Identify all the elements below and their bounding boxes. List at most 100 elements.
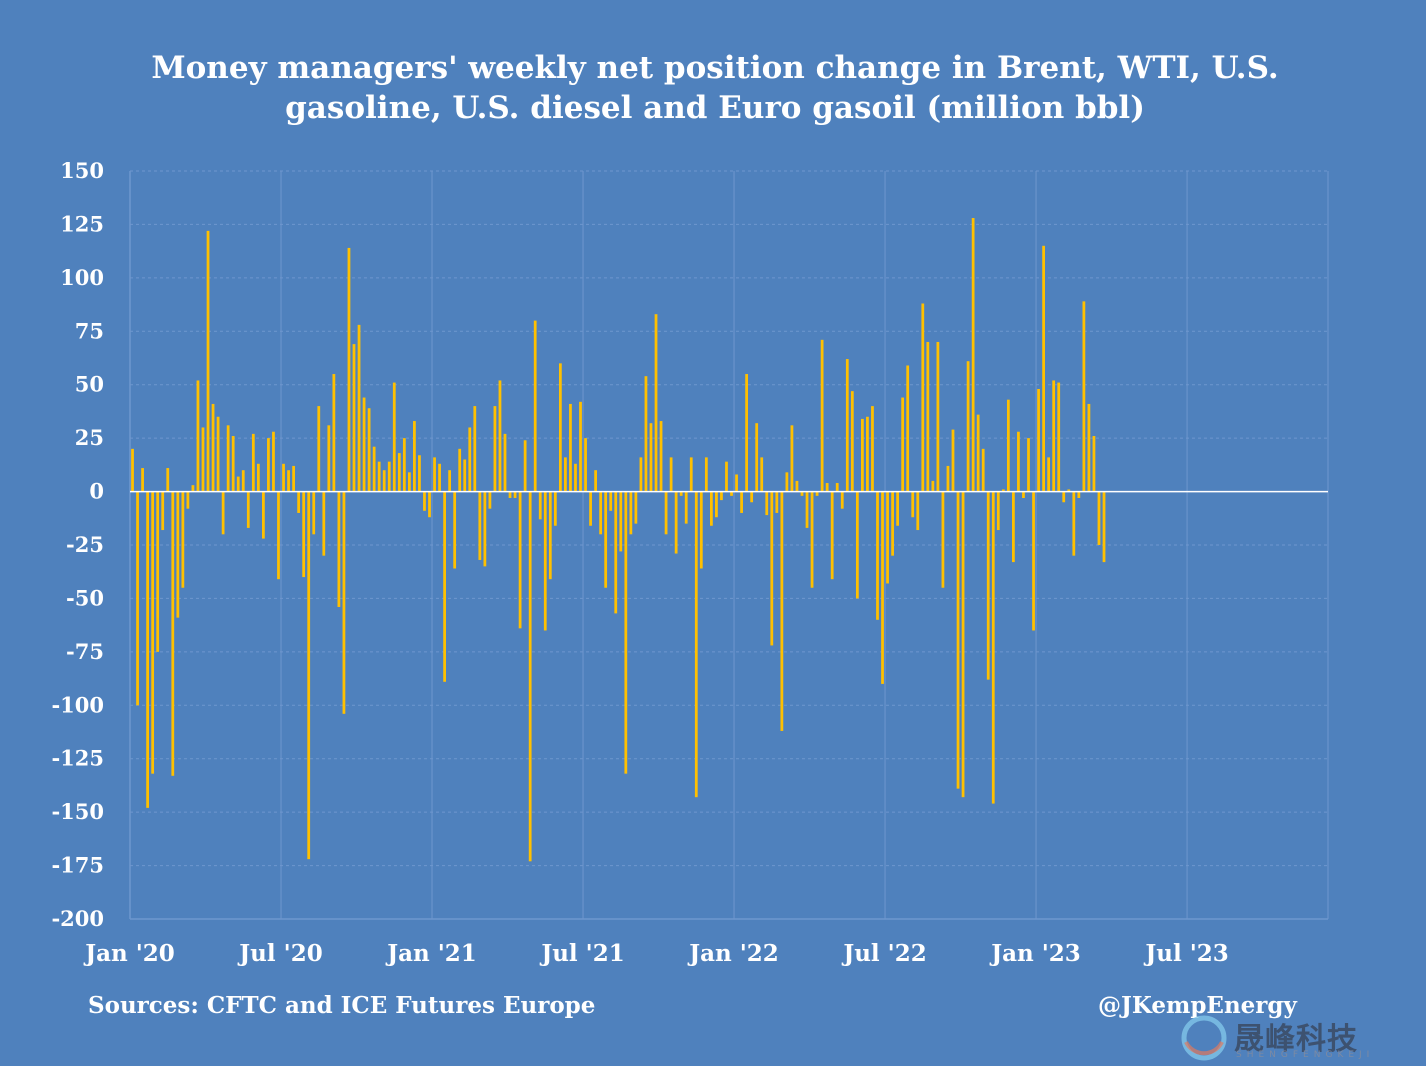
data-bar bbox=[292, 465, 295, 492]
y-tick-label: -75 bbox=[66, 639, 104, 664]
data-bar bbox=[951, 429, 955, 492]
data-bar bbox=[976, 414, 980, 492]
data-bar bbox=[639, 457, 643, 492]
data-bar bbox=[523, 440, 527, 492]
data-bar bbox=[327, 425, 331, 492]
data-bar bbox=[1062, 491, 1066, 503]
data-bar bbox=[790, 425, 794, 492]
data-bar bbox=[518, 491, 522, 629]
data-bar bbox=[845, 359, 849, 492]
data-bar bbox=[473, 406, 477, 492]
data-bar bbox=[820, 339, 824, 492]
watermark-logo: 晟峰科技 SHENGFENGKEJI bbox=[1176, 1012, 1416, 1062]
data-bar bbox=[599, 491, 603, 535]
data-bar bbox=[186, 491, 190, 509]
data-bar bbox=[886, 491, 889, 584]
data-bar bbox=[508, 491, 512, 498]
data-bar bbox=[1092, 436, 1096, 492]
data-bar bbox=[679, 491, 683, 496]
data-bar bbox=[181, 491, 185, 588]
data-bar bbox=[855, 491, 859, 599]
data-bar bbox=[342, 491, 346, 714]
y-tick-label: -150 bbox=[51, 799, 104, 824]
data-bar bbox=[755, 423, 759, 492]
y-tick-label: 125 bbox=[60, 211, 104, 236]
data-bar bbox=[1022, 491, 1025, 498]
y-tick-label: -50 bbox=[66, 585, 104, 610]
data-bar bbox=[428, 491, 431, 518]
data-bar bbox=[392, 382, 396, 492]
data-bar bbox=[548, 491, 552, 580]
data-bar bbox=[176, 491, 180, 618]
x-tick-label: Jan '21 bbox=[385, 940, 477, 967]
data-bar bbox=[971, 218, 975, 492]
data-bar bbox=[1087, 403, 1091, 492]
data-bar bbox=[1012, 491, 1015, 563]
data-bar bbox=[513, 491, 517, 498]
data-bar bbox=[624, 491, 628, 774]
data-bar bbox=[407, 472, 411, 492]
data-bar bbox=[438, 463, 441, 492]
x-tick-label: Jan '20 bbox=[83, 940, 175, 967]
data-bar bbox=[136, 491, 139, 706]
data-bar bbox=[1077, 491, 1081, 498]
data-bar bbox=[830, 491, 834, 580]
data-bar bbox=[720, 491, 723, 501]
data-bar bbox=[226, 425, 230, 492]
data-bar bbox=[901, 397, 905, 492]
data-bar bbox=[881, 491, 884, 684]
chart-title-line-1: Money managers' weekly net position chan… bbox=[151, 50, 1279, 86]
data-bar bbox=[347, 247, 351, 492]
data-bar bbox=[1102, 491, 1106, 563]
axes bbox=[129, 171, 1328, 920]
data-bar bbox=[765, 491, 769, 516]
data-bar bbox=[277, 491, 280, 580]
data-bar bbox=[1042, 245, 1045, 492]
data-bar bbox=[689, 457, 693, 492]
data-bar bbox=[362, 397, 366, 492]
data-bar bbox=[775, 491, 779, 513]
data-bar bbox=[725, 461, 728, 492]
data-bar bbox=[543, 491, 547, 631]
data-bar bbox=[936, 341, 940, 492]
data-bar bbox=[946, 465, 950, 492]
data-bar bbox=[538, 491, 542, 520]
chart-title-line-2: gasoline, U.S. diesel and Euro gasoil (m… bbox=[285, 90, 1145, 126]
data-bar bbox=[800, 491, 804, 496]
data-bar bbox=[488, 491, 492, 509]
data-bar bbox=[433, 457, 436, 492]
y-tick-label: 100 bbox=[60, 265, 104, 290]
y-tick-label: 50 bbox=[75, 372, 104, 397]
data-bar bbox=[241, 470, 245, 492]
data-bar bbox=[307, 491, 311, 860]
data-bar bbox=[614, 491, 618, 614]
data-bar bbox=[911, 491, 915, 518]
data-bar bbox=[694, 491, 698, 798]
data-bar bbox=[302, 491, 306, 578]
data-bar bbox=[402, 438, 406, 492]
data-bar bbox=[267, 438, 270, 492]
data-bar bbox=[931, 480, 935, 492]
data-bar bbox=[815, 491, 819, 496]
data-bar bbox=[760, 457, 764, 492]
chart-title: Money managers' weekly net position chan… bbox=[0, 48, 1426, 128]
data-bar bbox=[1037, 388, 1040, 492]
x-tick-label: Jul '22 bbox=[841, 940, 926, 967]
data-bar bbox=[498, 380, 502, 492]
data-bar bbox=[463, 459, 467, 492]
data-bar bbox=[332, 374, 336, 492]
data-bar bbox=[750, 491, 754, 503]
data-bar bbox=[282, 463, 285, 492]
data-bar bbox=[357, 324, 361, 492]
data-bar bbox=[151, 491, 155, 774]
data-bar bbox=[674, 491, 678, 554]
y-tick-label: 150 bbox=[60, 158, 104, 183]
data-bar bbox=[262, 491, 265, 539]
data-bar bbox=[166, 468, 170, 492]
data-bar bbox=[891, 491, 894, 556]
data-bar bbox=[785, 472, 789, 492]
data-bar bbox=[387, 461, 391, 492]
watermark-text: 晟峰科技 bbox=[1234, 1022, 1358, 1057]
data-bar bbox=[1067, 489, 1071, 492]
